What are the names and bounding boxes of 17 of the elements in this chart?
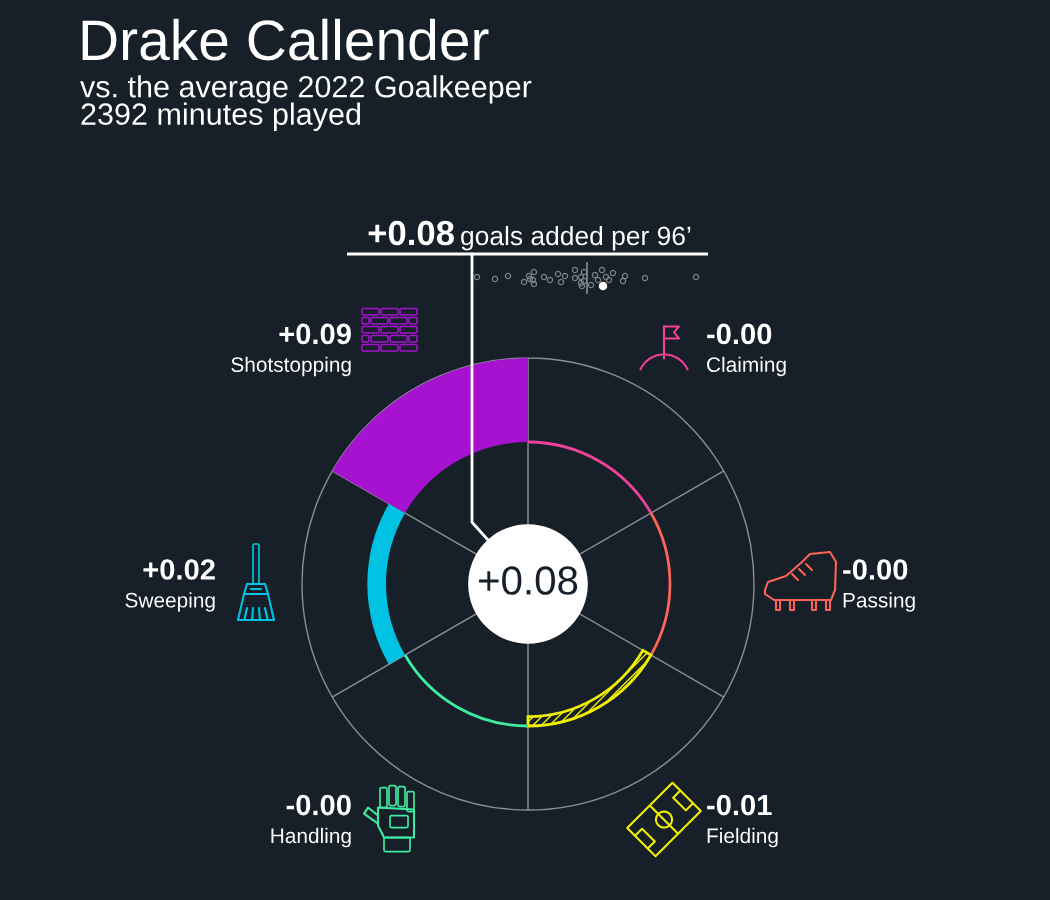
- data-label: -0.01: [707, 794, 772, 816]
- category-label: Shotstopping: [231, 356, 351, 377]
- text: Drake Callender: [82, 18, 489, 61]
- category-label: Sweeping: [125, 592, 215, 612]
- category-label: Handling: [271, 827, 351, 848]
- data-label: -0.00: [286, 794, 351, 816]
- text: +0.08: [479, 566, 578, 595]
- text: goals added per 96’: [461, 225, 691, 251]
- text: vs. the average 2022 Goalkeeper 2392 minutes played: [80, 75, 532, 131]
- category-label: Claiming: [707, 356, 786, 377]
- data-label: +0.09: [279, 323, 351, 345]
- category-label: Passing: [843, 592, 915, 612]
- data-label: +0.02: [143, 559, 215, 580]
- data-label: -0.00: [707, 323, 772, 345]
- category-label: Fielding: [707, 827, 778, 848]
- text: +0.08: [368, 220, 454, 246]
- data-label: -0.00: [843, 559, 908, 580]
